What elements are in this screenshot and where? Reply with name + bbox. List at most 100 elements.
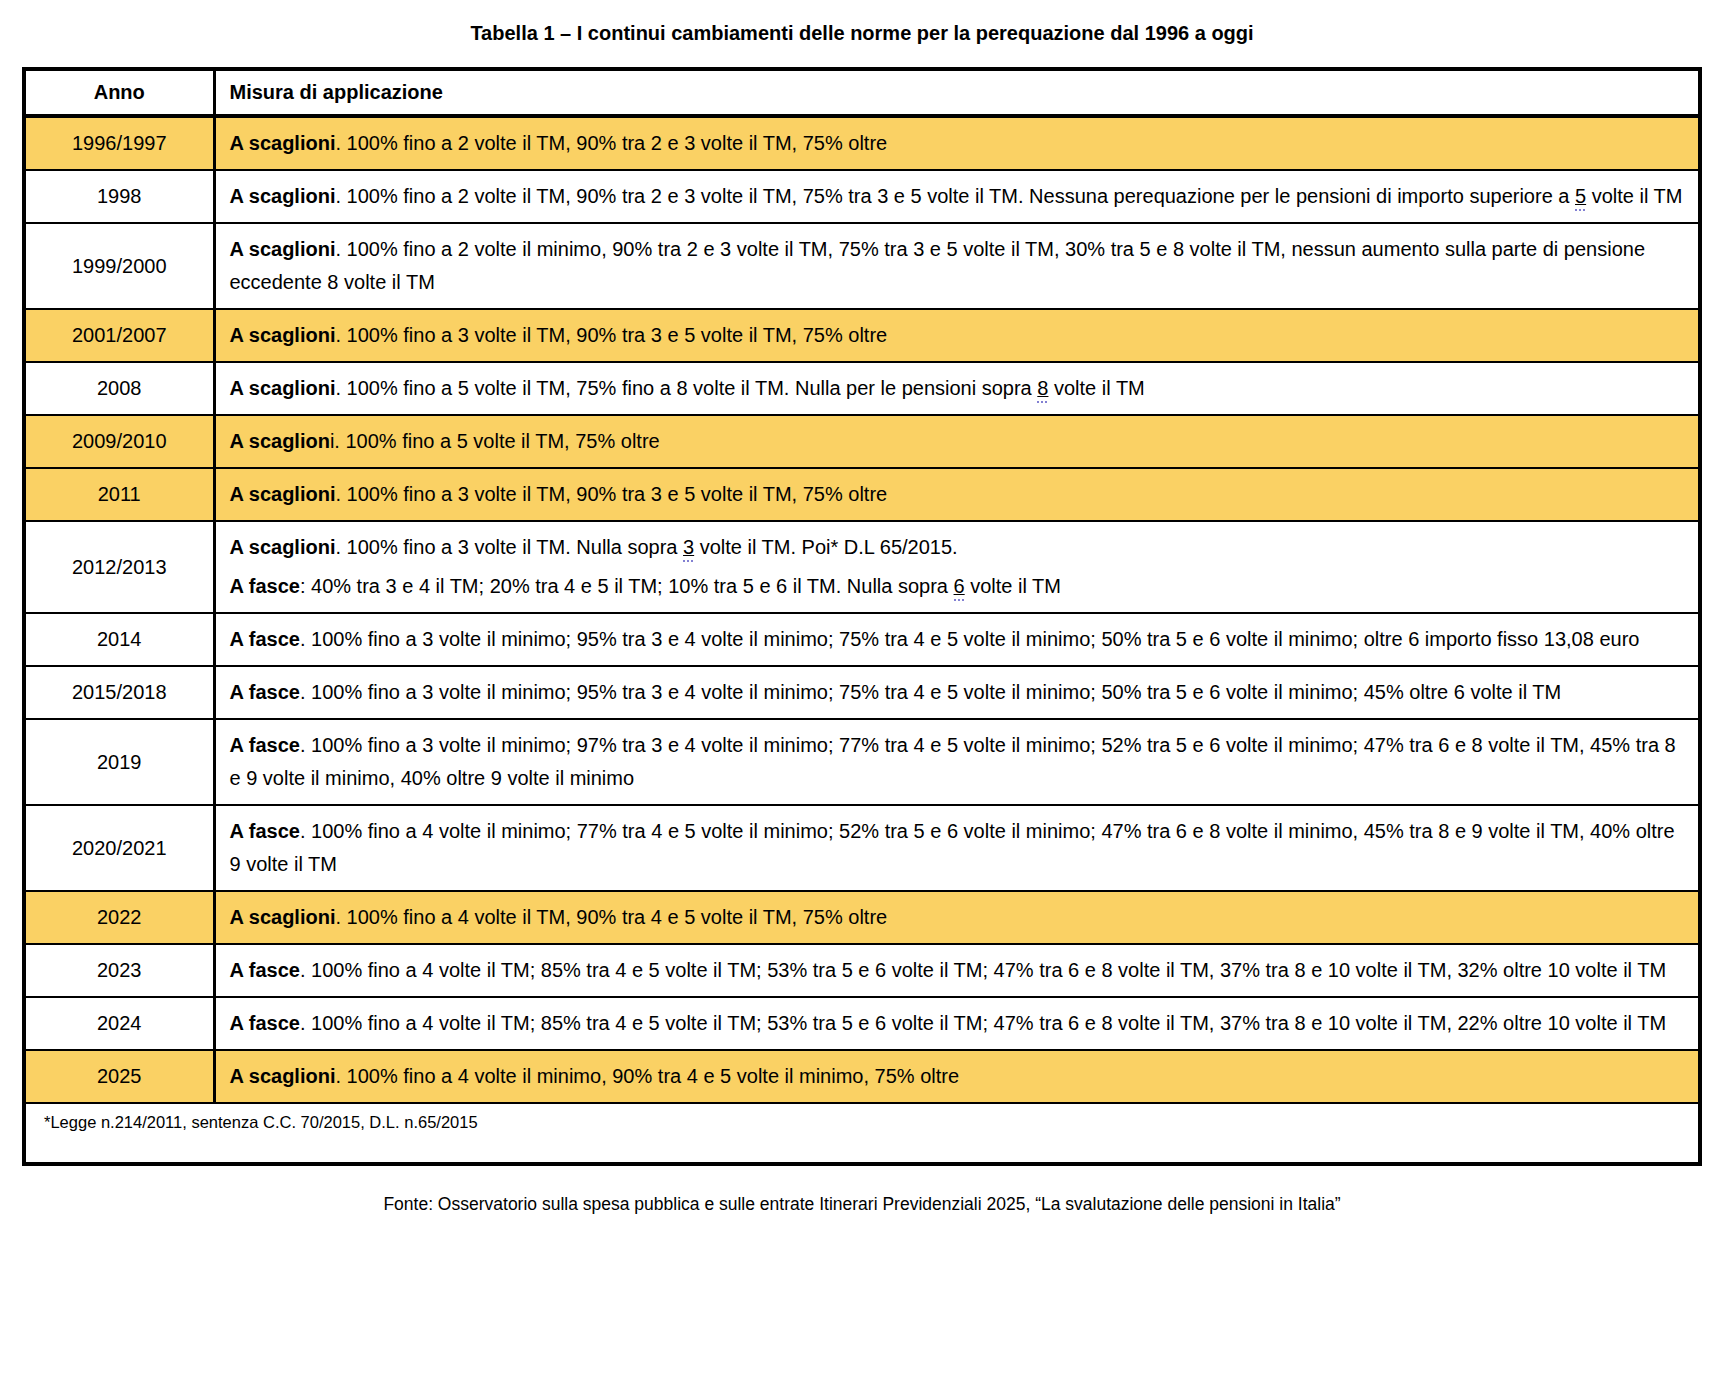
year-cell: 2001/2007 [24, 309, 214, 362]
year-cell: 2014 [24, 613, 214, 666]
table-row: 2023 A fasce. 100% fino a 4 volte il TM; … [24, 944, 1700, 997]
year-cell: 2024 [24, 997, 214, 1050]
measure-cell: A fasce. 100% fino a 4 volte il TM; 85% … [214, 944, 1700, 997]
measure-cell: A scaglioni. 100% fino a 4 volte il mini… [214, 1050, 1700, 1103]
measure-text: . 100% fino a 2 volte il minimo, 90% tra… [230, 238, 1646, 293]
year-cell: 2019 [24, 719, 214, 805]
underlined-number: 6 [954, 575, 965, 597]
measure-cell: A scaglioni. 100% fino a 3 volte il TM. … [214, 521, 1700, 613]
measure-text: i. 100% fino a 5 volte il TM, 75% oltre [330, 430, 660, 452]
measure-cell: A fasce. 100% fino a 3 volte il minimo; … [214, 719, 1700, 805]
measure-cell: A scaglioni. 100% fino a 3 volte il TM, … [214, 309, 1700, 362]
measure-type-label: A fasce [230, 959, 300, 981]
perequazione-table: Anno Misura di applicazione 1996/1997 A s… [22, 67, 1702, 1166]
measure-paragraph: A scaglioni. 100% fino a 3 volte il TM. … [230, 531, 1687, 564]
measure-text: . 100% fino a 4 volte il TM; 85% tra 4 e… [300, 1012, 1666, 1034]
footnote-text: *Legge n.214/2011, sentenza C.C. 70/2015… [24, 1103, 1700, 1164]
measure-type-label: A fasce [230, 575, 300, 597]
measure-paragraph: A scaglioni. 100% fino a 2 volte il mini… [230, 233, 1687, 299]
measure-type-label: A scaglioni [230, 483, 336, 505]
measure-text: . 100% fino a 4 volte il TM, 90% tra 4 e… [335, 906, 887, 928]
table-row: 2012/2013 A scaglioni. 100% fino a 3 volt… [24, 521, 1700, 613]
footnote-row: *Legge n.214/2011, sentenza C.C. 70/2015… [24, 1103, 1700, 1164]
year-cell: 2011 [24, 468, 214, 521]
column-header-anno: Anno [24, 69, 214, 116]
year-cell: 1998 [24, 170, 214, 223]
year-cell: 2023 [24, 944, 214, 997]
measure-text: volte il TM [1586, 185, 1682, 207]
measure-paragraph: A fasce. 100% fino a 3 volte il minimo; … [230, 729, 1687, 795]
underlined-number: 3 [683, 536, 694, 558]
measure-paragraph: A fasce. 100% fino a 4 volte il minimo; … [230, 815, 1687, 881]
table-row: 2015/2018 A fasce. 100% fino a 3 volte il… [24, 666, 1700, 719]
year-cell: 2022 [24, 891, 214, 944]
measure-text: : 40% tra 3 e 4 il TM; 20% tra 4 e 5 il … [300, 575, 954, 597]
measure-type-label: A scaglioni [230, 1065, 336, 1087]
year-cell: 2012/2013 [24, 521, 214, 613]
measure-cell: A scaglioni. 100% fino a 4 volte il TM, … [214, 891, 1700, 944]
measure-paragraph: A scaglioni. 100% fino a 4 volte il mini… [230, 1060, 1687, 1093]
measure-paragraph: A scaglioni. 100% fino a 2 volte il TM, … [230, 127, 1687, 160]
measure-type-label: A fasce [230, 734, 300, 756]
table-row: 2011A scaglioni. 100% fino a 3 volte il … [24, 468, 1700, 521]
year-cell: 1999/2000 [24, 223, 214, 309]
table-row: 2022 A scaglioni. 100% fino a 4 volte il … [24, 891, 1700, 944]
table-row: 2009/2010 A scaglioni. 100% fino a 5 volt… [24, 415, 1700, 468]
table-row: 1998A scaglioni. 100% fino a 2 volte il … [24, 170, 1700, 223]
measure-type-label: A fasce [230, 681, 300, 703]
measure-text: . 100% fino a 3 volte il minimo; 97% tra… [230, 734, 1676, 789]
measure-text: . 100% fino a 4 volte il TM; 85% tra 4 e… [300, 959, 1666, 981]
measure-text: . 100% fino a 2 volte il TM, 90% tra 2 e… [335, 185, 1575, 207]
measure-type-label: A scaglioni [230, 324, 336, 346]
table-row: 2001/2007A scaglioni. 100% fino a 3 volt… [24, 309, 1700, 362]
measure-paragraph: A fasce: 40% tra 3 e 4 il TM; 20% tra 4 … [230, 570, 1687, 603]
measure-text: . 100% fino a 4 volte il minimo, 90% tra… [335, 1065, 959, 1087]
measure-type-label: A scaglion [230, 430, 330, 452]
measure-text: volte il TM. Poi* D.L 65/2015. [694, 536, 957, 558]
page: Tabella 1 – I continui cambiamenti delle… [0, 0, 1724, 1377]
measure-type-label: A fasce [230, 628, 300, 650]
measure-paragraph: A fasce. 100% fino a 3 volte il minimo; … [230, 676, 1687, 709]
table-row: 2014 A fasce. 100% fino a 3 volte il mini… [24, 613, 1700, 666]
measure-type-label: A scaglioni [230, 132, 336, 154]
year-cell: 2008 [24, 362, 214, 415]
measure-type-label: A scaglioni [230, 536, 336, 558]
measure-cell: A fasce. 100% fino a 3 volte il minimo; … [214, 666, 1700, 719]
measure-paragraph: A fasce. 100% fino a 4 volte il TM; 85% … [230, 1007, 1687, 1040]
column-header-misura: Misura di applicazione [214, 69, 1700, 116]
year-cell: 2015/2018 [24, 666, 214, 719]
measure-type-label: A fasce [230, 1012, 300, 1034]
measure-type-label: A fasce [230, 820, 300, 842]
table-row: 2025 A scaglioni. 100% fino a 4 volte il … [24, 1050, 1700, 1103]
measure-text: volte il TM [965, 575, 1061, 597]
measure-cell: A scaglioni. 100% fino a 2 volte il mini… [214, 223, 1700, 309]
source-caption: Fonte: Osservatorio sulla spesa pubblica… [0, 1194, 1724, 1239]
table-row: 2019A fasce. 100% fino a 3 volte il mini… [24, 719, 1700, 805]
measure-text: volte il TM [1048, 377, 1144, 399]
header-row: Anno Misura di applicazione [24, 69, 1700, 116]
measure-text: . 100% fino a 3 volte il minimo; 95% tra… [300, 628, 1640, 650]
table-head: Anno Misura di applicazione [24, 69, 1700, 116]
table-row: 2020/2021A fasce. 100% fino a 4 volte il… [24, 805, 1700, 891]
measure-paragraph: A fasce. 100% fino a 4 volte il TM; 85% … [230, 954, 1687, 987]
measure-text: . 100% fino a 2 volte il TM, 90% tra 2 e… [335, 132, 887, 154]
measure-type-label: A scaglioni [230, 238, 336, 260]
measure-paragraph: A fasce. 100% fino a 3 volte il minimo; … [230, 623, 1687, 656]
measure-paragraph: A scaglioni. 100% fino a 4 volte il TM, … [230, 901, 1687, 934]
measure-type-label: A scaglioni [230, 906, 336, 928]
year-cell: 2025 [24, 1050, 214, 1103]
measure-cell: A scaglioni. 100% fino a 3 volte il TM, … [214, 468, 1700, 521]
table-body: 1996/1997A scaglioni. 100% fino a 2 volt… [24, 116, 1700, 1103]
year-cell: 2009/2010 [24, 415, 214, 468]
measure-text: . 100% fino a 3 volte il minimo; 95% tra… [300, 681, 1561, 703]
table-row: 1996/1997 A scaglioni. 100% fino a 2 volt… [24, 116, 1700, 170]
measure-text: . 100% fino a 3 volte il TM. Nulla sopra [335, 536, 683, 558]
measure-text: . 100% fino a 4 volte il minimo; 77% tra… [230, 820, 1675, 875]
year-cell: 2020/2021 [24, 805, 214, 891]
measure-cell: A fasce. 100% fino a 3 volte il minimo; … [214, 613, 1700, 666]
measure-paragraph: A scaglioni. 100% fino a 5 volte il TM, … [230, 372, 1687, 405]
measure-cell: A scaglioni. 100% fino a 5 volte il TM, … [214, 362, 1700, 415]
measure-cell: A scaglioni. 100% fino a 2 volte il TM, … [214, 116, 1700, 170]
year-cell: 1996/1997 [24, 116, 214, 170]
measure-cell: A fasce. 100% fino a 4 volte il TM; 85% … [214, 997, 1700, 1050]
